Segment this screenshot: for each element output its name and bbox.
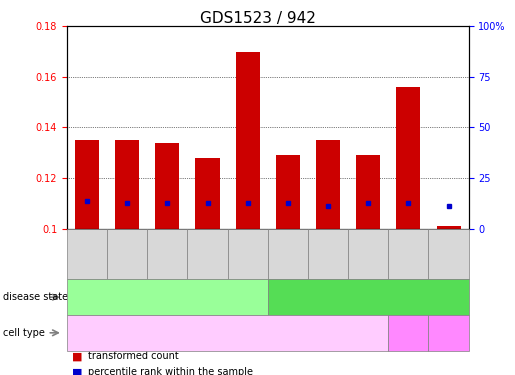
Text: cell type: cell type [3, 328, 44, 338]
Text: GSM65651: GSM65651 [440, 241, 449, 278]
Bar [397, 87, 420, 229]
Text: pacltaxe
l/cisplati
n resista
nt derivat: pacltaxe l/cisplati n resista nt derivat [435, 322, 462, 344]
Text: disease state: disease state [3, 292, 67, 302]
Text: serous adenocarcinoma: serous adenocarcinoma [310, 292, 426, 302]
Text: ■: ■ [72, 368, 82, 375]
Text: clear cell adenocarcinoma: clear cell adenocarcinoma [103, 292, 232, 302]
Text: GSM65647: GSM65647 [199, 241, 208, 278]
Bar [196, 158, 219, 229]
Text: GSM65650: GSM65650 [400, 241, 408, 278]
Text: GSM65645: GSM65645 [118, 241, 127, 278]
Text: parental
of paclit
axel/cisp
latin deri: parental of paclit axel/cisp latin deri [396, 322, 421, 344]
Bar [115, 140, 139, 229]
Bar [75, 140, 99, 229]
Text: GSM65644: GSM65644 [78, 241, 87, 278]
Text: ■: ■ [72, 351, 82, 361]
Text: GSM65642: GSM65642 [279, 241, 288, 278]
Bar [437, 226, 460, 229]
Text: percentile rank within the sample: percentile rank within the sample [88, 368, 252, 375]
Text: GSM65643: GSM65643 [319, 241, 328, 278]
Text: GSM65648: GSM65648 [239, 241, 248, 278]
Text: transformed count: transformed count [88, 351, 178, 361]
Text: GSM65646: GSM65646 [159, 241, 167, 278]
Bar [276, 155, 300, 229]
Text: GDS1523 / 942: GDS1523 / 942 [200, 11, 315, 26]
Text: not applicable: not applicable [193, 328, 262, 338]
Bar [316, 140, 340, 229]
Text: GSM65649: GSM65649 [359, 241, 368, 278]
Bar [236, 51, 260, 229]
Bar [356, 155, 380, 229]
Bar [156, 142, 179, 229]
